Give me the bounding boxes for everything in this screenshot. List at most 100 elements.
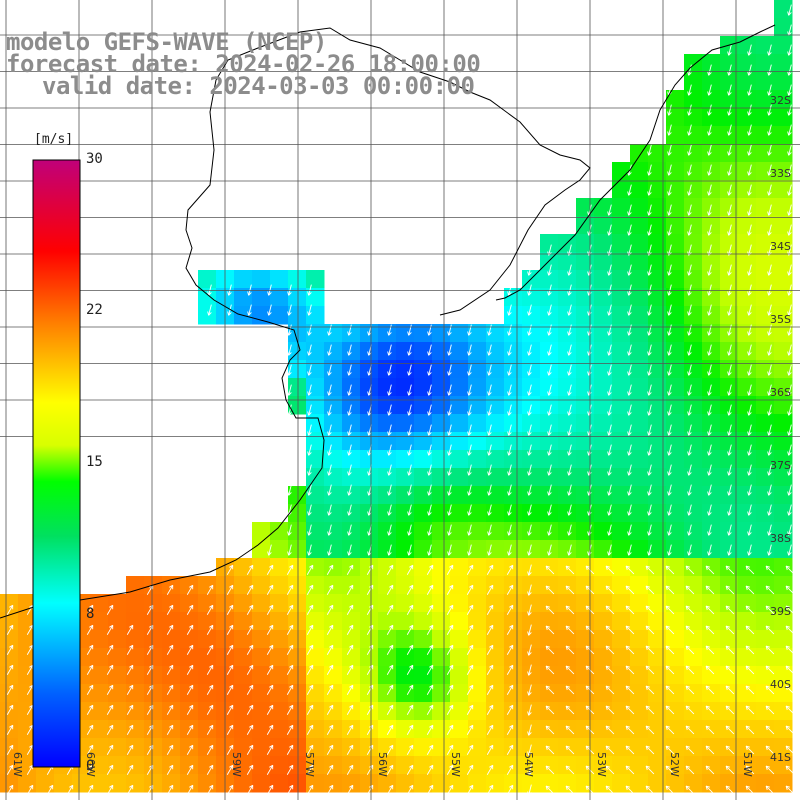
- wind-arrow: [186, 744, 194, 755]
- wind-speed-cell: [126, 630, 145, 649]
- wind-arrow: [86, 624, 94, 635]
- lat-label: 35S: [770, 313, 791, 326]
- wind-arrow: [326, 644, 334, 655]
- wind-arrow: [685, 585, 695, 595]
- wind-speed-cell: [648, 396, 667, 415]
- wind-arrow: [466, 664, 474, 675]
- lat-label: 34S: [770, 240, 791, 253]
- wind-speed-cell: [630, 414, 649, 433]
- wind-speed-cell: [342, 756, 361, 775]
- wind-speed-cell: [666, 648, 685, 667]
- wind-speed-cell: [432, 378, 451, 397]
- wind-arrow: [527, 304, 532, 316]
- wind-speed-cell: [522, 450, 541, 469]
- wind-speed-cell: [414, 324, 433, 343]
- wind-speed-cell: [324, 774, 343, 793]
- wind-speed-cell: [252, 684, 271, 703]
- wind-speed-cell: [378, 702, 397, 721]
- wind-speed-cell: [0, 756, 19, 775]
- wind-speed-cell: [126, 666, 145, 685]
- wind-arrow: [486, 704, 494, 715]
- lat-label: 37S: [770, 459, 791, 472]
- wind-speed-cell: [684, 504, 703, 523]
- wind-speed-cell: [576, 720, 595, 739]
- wind-speed-cell: [414, 612, 433, 631]
- wind-arrow: [647, 444, 652, 456]
- wind-speed-cell: [666, 576, 685, 595]
- wind-arrow: [687, 464, 692, 476]
- wind-speed-cell: [774, 0, 793, 19]
- wind-speed-cell: [756, 774, 775, 793]
- wind-arrow: [567, 424, 572, 436]
- wind-arrow: [647, 264, 652, 276]
- wind-speed-cell: [468, 756, 487, 775]
- wind-arrow: [605, 745, 615, 755]
- wind-speed-cell: [396, 702, 415, 721]
- wind-speed-cell: [252, 720, 271, 739]
- wind-speed-cell: [252, 756, 271, 775]
- wind-arrow: [206, 604, 214, 615]
- wind-arrow: [767, 144, 772, 156]
- wind-speed-cell: [306, 738, 325, 757]
- wind-speed-cell: [468, 360, 487, 379]
- wind-arrow: [407, 504, 412, 516]
- wind-speed-cell: [738, 288, 757, 307]
- wind-speed-cell: [594, 360, 613, 379]
- wind-arrow: [647, 184, 652, 196]
- wind-arrow: [605, 645, 615, 655]
- wind-speed-cell: [486, 486, 505, 505]
- coastline: [0, 24, 776, 619]
- wind-speed-cell: [720, 180, 739, 199]
- wind-arrow: [787, 124, 792, 136]
- wind-speed-cell: [450, 738, 469, 757]
- wind-arrow: [747, 424, 752, 436]
- wind-arrow: [126, 644, 134, 655]
- wind-speed-cell: [720, 684, 739, 703]
- wind-arrow: [725, 605, 735, 615]
- wind-speed-cell: [774, 54, 793, 73]
- wind-arrow: [607, 404, 612, 416]
- wind-arrow: [226, 724, 234, 735]
- wind-arrow: [605, 665, 615, 675]
- wind-arrow: [725, 585, 735, 595]
- wind-arrow: [705, 685, 715, 695]
- wind-speed-cell: [756, 360, 775, 379]
- wind-speed-cell: [468, 486, 487, 505]
- wind-speed-cell: [432, 450, 451, 469]
- wind-arrow: [486, 684, 494, 695]
- wind-speed-cell: [648, 540, 667, 559]
- wind-arrow: [287, 384, 292, 396]
- wind-speed-cell: [468, 702, 487, 721]
- wind-speed-cell: [162, 684, 181, 703]
- wind-arrow: [747, 44, 752, 56]
- wind-arrow: [707, 464, 712, 476]
- wind-arrow: [126, 684, 134, 695]
- wind-arrow: [347, 324, 352, 336]
- wind-speed-cell: [540, 360, 559, 379]
- wind-speed-cell: [738, 396, 757, 415]
- wind-arrow: [327, 464, 332, 476]
- wind-arrow: [447, 364, 452, 376]
- wind-arrow: [186, 784, 194, 795]
- wind-speed-cell: [684, 162, 703, 181]
- wind-arrow: [527, 664, 532, 676]
- wind-arrow: [426, 624, 434, 635]
- wind-arrow: [466, 724, 474, 735]
- wind-speed-cell: [612, 468, 631, 487]
- wind-arrow: [645, 705, 655, 715]
- wind-arrow: [506, 664, 514, 675]
- wind-speed-cell: [738, 90, 757, 109]
- wind-speed-cell: [198, 594, 217, 613]
- wind-speed-cell: [414, 702, 433, 721]
- wind-speed-cell: [666, 774, 685, 793]
- wind-arrow: [567, 484, 572, 496]
- wind-speed-cell: [378, 360, 397, 379]
- wind-arrow: [347, 364, 352, 376]
- wind-speed-cell: [288, 738, 307, 757]
- wind-speed-cell: [90, 666, 109, 685]
- wind-arrow: [426, 604, 434, 615]
- wind-speed-cell: [234, 576, 253, 595]
- wind-speed-cell: [288, 612, 307, 631]
- wind-arrow: [627, 484, 632, 496]
- wind-speed-cell: [756, 558, 775, 577]
